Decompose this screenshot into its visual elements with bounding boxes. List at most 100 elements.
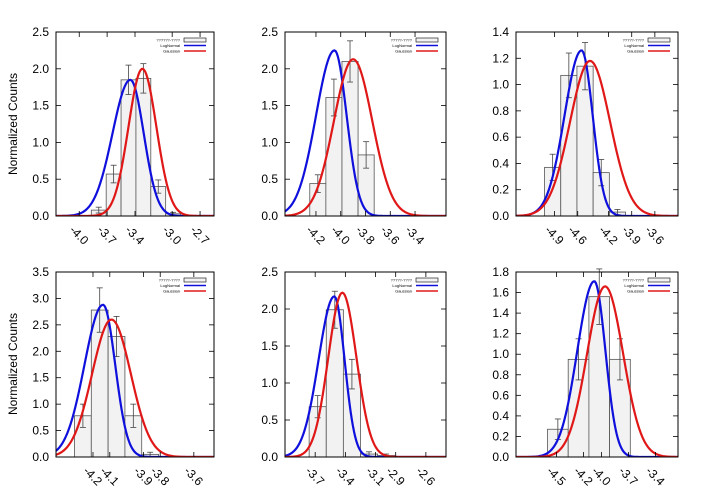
legend-entry-lognormal-label: LogNormal [624,43,644,48]
x-tick-label: -3.7 [616,464,641,489]
y-tick-label: 2.5 [261,25,278,39]
y-axis-label-bottom-row: Normalized Counts [6,312,20,416]
y-tick-label: 0.0 [492,209,509,223]
y-axis-label-top-row: Normalized Counts [6,72,20,176]
legend-entry-histogram-label: ?????-???? [391,38,413,43]
x-tick-label: -4.0 [589,464,614,489]
plot-frame [515,31,679,217]
y-tick-label: 1.2 [492,327,509,341]
y-tick-label: 1.8 [492,265,509,279]
y-tick-label: 0.2 [492,429,509,443]
chart-panel-2: 0.0 0.5 1.0 1.5 2.0 2.5 -4.2 -4.0 -3.8 -3.6 -3.4??… [261,25,447,248]
chart-panel-6: 0.00.20.40.60.81.01.21.41.61.8-4.5 -4.2-4… [492,265,679,489]
y-tick-label: 1.0 [32,397,49,411]
lognormal-fit-line [516,49,678,216]
legend-entry-lognormal-label: LogNormal [160,43,180,48]
x-tick-label: -3.6 [181,464,206,489]
lognormal-fit-line [516,280,678,457]
legend-entry-gaussian-label: Gaussian [395,49,412,54]
y-tick-label: 2.0 [261,62,278,76]
legend-entry-gaussian-label: Gaussian [163,289,180,294]
x-tick-label: -4.0 [67,223,92,248]
y-tick-label: 1.5 [32,99,49,113]
y-tick-label: 0.5 [261,172,278,186]
legend-entry-histogram-swatch [183,277,207,283]
y-tick-label: 2.0 [261,302,278,316]
gaussian-fit-line [516,59,678,216]
y-tick-label: 0.0 [492,450,509,464]
x-tick-label: -3.7 [95,223,120,248]
y-tick-label: 0.5 [32,424,49,438]
y-tick-label: 0.5 [32,172,49,186]
y-tick-label: 2.0 [32,344,49,358]
y-tick-label: 0.8 [492,104,509,118]
chart-panel-3: 0.0 0.2 0.4 0.6 0.8 1.0 1.2 1.4 -4.9-4.6 -4.2-3.9… [492,25,679,248]
y-tick-label: 0.4 [492,156,509,170]
y-tick-label: 3.5 [32,265,49,279]
y-tick-label: 0.4 [492,409,509,423]
x-tick-label: -4.9 [542,223,567,248]
y-tick-label: 1.5 [32,371,49,385]
y-tick-label: 1.0 [261,135,278,149]
x-tick-label: -4.2 [304,223,329,248]
y-tick-label: 0.6 [492,388,509,402]
y-tick-label: 0.5 [261,413,278,427]
x-tick-label: -3.6 [378,223,403,248]
legend-entry-lognormal-label: LogNormal [624,283,644,288]
y-tick-label: 1.4 [492,25,509,39]
y-tick-label: 1.5 [261,99,278,113]
legend-entry-gaussian-label: Gaussian [163,49,180,54]
y-tick-label: 0.8 [492,368,509,382]
chart-panel-4: 0.00.51.01.52.02.53.03.5-4.2-4.1 -3.9-3.8… [32,265,215,489]
legend-entry-histogram-swatch [415,277,439,283]
legend-entry-histogram-label: ?????-???? [391,278,413,283]
x-tick-label: -2.9 [383,464,408,489]
legend-entry-histogram-label: ??????-???? [156,38,180,43]
lognormal-fit-line [285,295,446,457]
y-tick-label: 2.0 [32,62,49,76]
y-tick-label: 0.2 [492,183,509,197]
y-tick-label: 1.6 [492,286,509,300]
x-tick-label: -3.4 [123,223,148,248]
y-tick-label: 1.0 [261,376,278,390]
x-tick-label: -4.0 [328,223,353,248]
y-tick-label: 2.5 [261,265,278,279]
legend-entry-histogram-swatch [183,37,207,43]
x-tick-label: -3.4 [333,464,358,489]
x-tick-label: -3.6 [642,223,667,248]
legend-entry-gaussian-label: Gaussian [627,49,644,54]
y-tick-label: 1.0 [492,347,509,361]
legend-entry-gaussian-label: Gaussian [395,289,412,294]
y-tick-label: 2.5 [32,25,49,39]
x-tick-label: -3.4 [643,464,668,489]
x-tick-label: -3.1 [363,464,388,489]
plot-frame [284,271,447,458]
legend-entry-histogram-swatch [647,37,671,43]
y-tick-label: 0.0 [261,450,278,464]
gaussian-fit-line [285,291,446,457]
legend-entry-histogram-swatch [647,277,671,283]
x-tick-label: -3.7 [303,464,328,489]
y-tick-label: 1.0 [32,135,49,149]
y-tick-label: 3.0 [32,291,49,305]
x-tick-label: -4.5 [544,464,569,489]
x-tick-label: -4.1 [97,464,122,489]
y-tick-label: 1.5 [261,339,278,353]
x-tick-label: -3.0 [160,223,185,248]
x-tick-label: -3.9 [619,223,644,248]
x-tick-label: -3.8 [148,464,173,489]
chart-panel-1: 0.0 0.5 1.0 1.5 2.0 2.5 -4.0 -3.7 -3.4 -3.0 -2.7??… [32,25,215,248]
legend-entry-lognormal-label: LogNormal [392,283,412,288]
y-tick-label: 0.6 [492,130,509,144]
x-tick-label: -4.6 [565,223,590,248]
legend-entry-gaussian-label: Gaussian [627,289,644,294]
legend-entry-histogram-swatch [415,37,439,43]
x-tick-label: -3.4 [403,223,428,248]
plot-frame [55,271,215,458]
y-tick-label: 2.5 [32,318,49,332]
lognormal-fit-line [285,49,446,216]
plot-frame [515,271,679,458]
x-tick-label: -2.6 [413,464,438,489]
legend-entry-histogram-label: ?????-???? [159,278,181,283]
